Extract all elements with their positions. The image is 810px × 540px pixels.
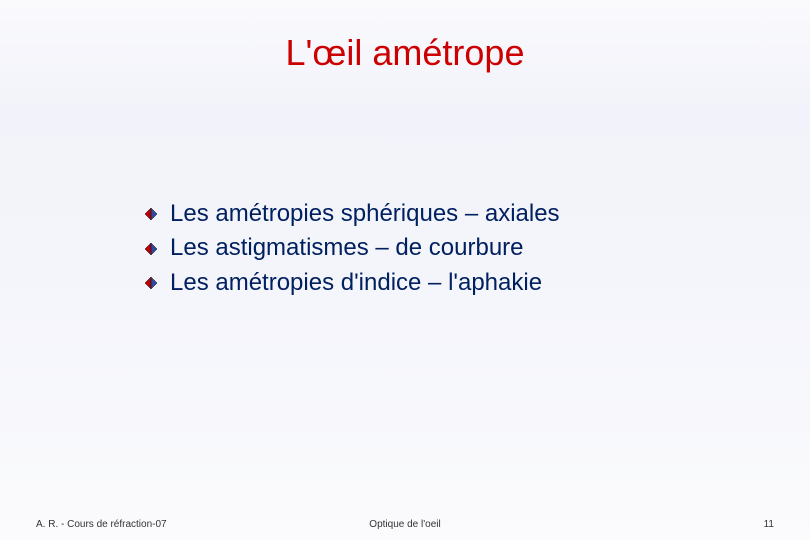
list-item: Les amétropies d'indice – l'aphakie bbox=[144, 267, 750, 299]
diamond-bullet-icon bbox=[144, 242, 158, 256]
footer-center: Optique de l'oeil bbox=[0, 519, 810, 530]
bullet-text: Les amétropies d'indice – l'aphakie bbox=[170, 267, 542, 299]
diamond-bullet-icon bbox=[144, 276, 158, 290]
bullet-text: Les astigmatismes – de courbure bbox=[170, 232, 524, 264]
page-number: 11 bbox=[764, 519, 774, 530]
slide-title: L'œil amétrope bbox=[0, 32, 810, 74]
list-item: Les astigmatismes – de courbure bbox=[144, 232, 750, 264]
bullet-text: Les amétropies sphériques – axiales bbox=[170, 198, 560, 230]
list-item: Les amétropies sphériques – axiales bbox=[144, 198, 750, 230]
bullet-list: Les amétropies sphériques – axiales Les … bbox=[144, 198, 750, 301]
slide: L'œil amétrope Les amétropies sphériques… bbox=[0, 0, 810, 540]
slide-footer: A. R. - Cours de réfraction-07 Optique d… bbox=[0, 514, 810, 530]
diamond-bullet-icon bbox=[144, 207, 158, 221]
